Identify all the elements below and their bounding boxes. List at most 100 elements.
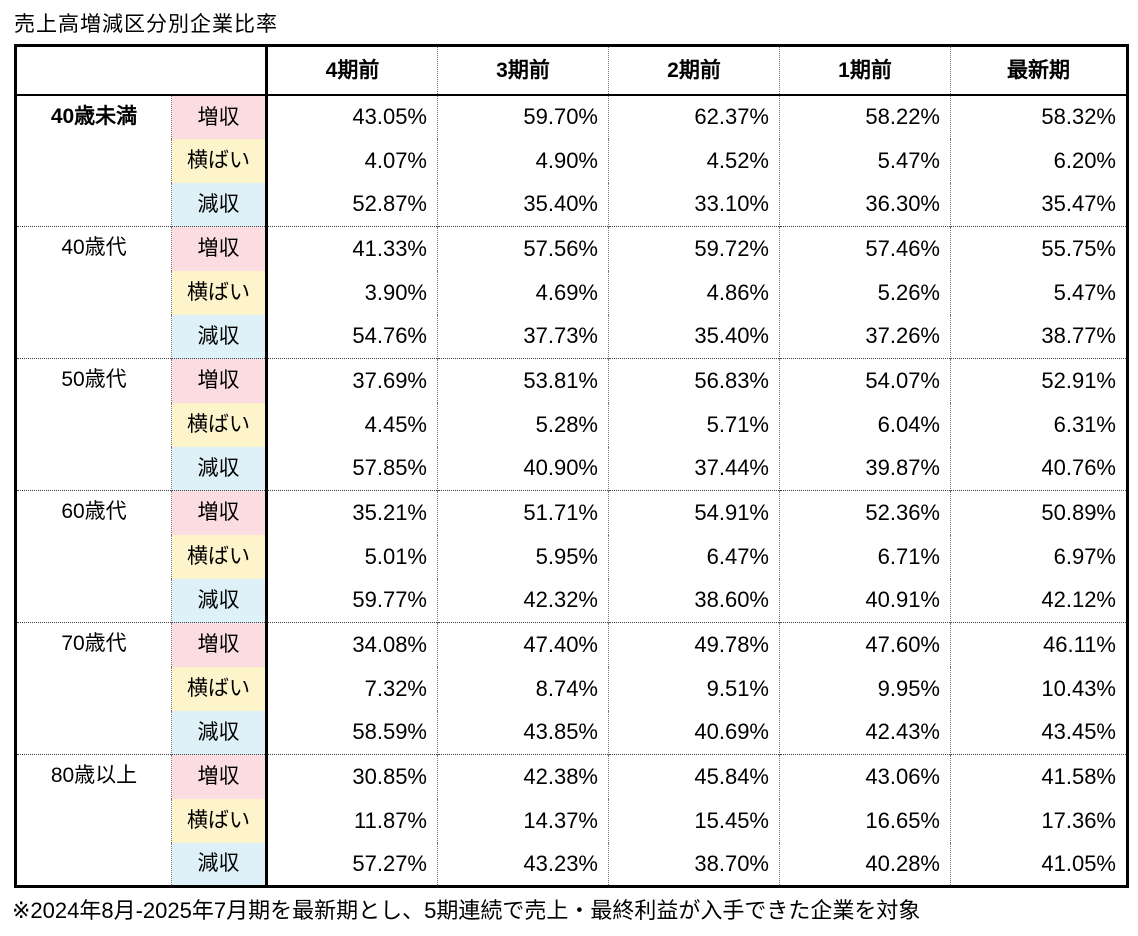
table-row: 70歳代 増収 34.08% 47.40% 49.78% 47.60% 46.11% (15, 622, 1128, 755)
category-label: 減収 (171, 314, 268, 359)
value-cell: 41.33% (266, 226, 438, 271)
value-cell: 42.43% (779, 710, 951, 755)
value-cell: 41.05% (950, 842, 1128, 887)
value-cell: 47.40% (437, 622, 609, 667)
value-cell: 4.69% (437, 270, 609, 315)
value-cell: 4.52% (608, 138, 780, 183)
value-cell: 54.76% (266, 314, 438, 359)
category-label: 減収 (171, 842, 268, 887)
category-label: 増収 (171, 754, 268, 799)
value-cell: 59.72% (608, 226, 780, 271)
table-row: 横ばい 3.90% 4.69% 4.86% 5.26% 5.47% (16, 270, 1128, 315)
value-cell: 37.44% (608, 446, 780, 491)
table-row: 50歳代 増収 37.69% 53.81% 56.83% 54.07% 52.91% (15, 358, 1128, 491)
value-cell: 5.47% (950, 270, 1128, 315)
column-header-2-periods-ago: 2期前 (608, 45, 780, 96)
value-cell: 62.37% (608, 94, 780, 139)
value-cell: 43.06% (779, 754, 951, 799)
column-header-3-periods-ago: 3期前 (437, 45, 609, 96)
value-cell: 4.90% (437, 138, 609, 183)
age-group-label: 60歳代 (15, 490, 172, 623)
value-cell: 16.65% (779, 798, 951, 843)
category-label: 横ばい (171, 666, 268, 711)
value-cell: 43.85% (437, 710, 609, 755)
footnote: ※2024年8月-2025年7月期を最新期とし、5期連続で売上・最終利益が入手で… (12, 898, 921, 923)
column-header-4-periods-ago: 4期前 (266, 45, 438, 96)
header-spacer-cell (15, 45, 268, 96)
value-cell: 56.83% (608, 358, 780, 403)
value-cell: 40.69% (608, 710, 780, 755)
table-row: 40歳未満 増収 43.05% 59.70% 62.37% 58.22% 58.32% (16, 94, 1128, 139)
value-cell: 40.28% (779, 842, 951, 887)
table-row: 横ばい 4.45% 5.28% 5.71% 6.04% 6.31% (16, 402, 1128, 447)
value-cell: 59.77% (266, 578, 438, 623)
value-cell: 8.74% (437, 666, 609, 711)
column-header-1-period-ago: 1期前 (779, 45, 951, 96)
value-cell: 58.32% (950, 94, 1128, 139)
value-cell: 40.90% (437, 446, 609, 491)
value-cell: 40.76% (950, 446, 1128, 491)
category-label: 横ばい (171, 270, 268, 315)
value-cell: 4.45% (266, 402, 438, 447)
value-cell: 43.45% (950, 710, 1128, 755)
value-cell: 5.95% (437, 534, 609, 579)
value-cell: 6.04% (779, 402, 951, 447)
table-row: 減収 54.76% 37.73% 35.40% 37.26% 38.77% (16, 314, 1128, 359)
value-cell: 6.31% (950, 402, 1128, 447)
category-label: 増収 (171, 358, 268, 403)
table-row: 40歳代 増収 41.33% 57.56% 59.72% 57.46% 55.75% (15, 226, 1128, 359)
value-cell: 47.60% (779, 622, 951, 667)
age-group-label: 40歳未満 (50, 104, 138, 128)
table-row: 横ばい 7.32% 8.74% 9.51% 9.95% 10.43% (16, 666, 1128, 711)
value-cell: 43.05% (266, 94, 438, 139)
value-cell: 15.45% (608, 798, 780, 843)
table-row: 減収 52.87% 35.40% 33.10% 36.30% 35.47% (16, 182, 1128, 227)
value-cell: 37.69% (266, 358, 438, 403)
table-row: 減収 59.77% 42.32% 38.60% 40.91% 42.12% (16, 578, 1128, 623)
value-cell: 58.59% (266, 710, 438, 755)
age-group-label: 70歳代 (15, 622, 172, 755)
value-cell: 42.38% (437, 754, 609, 799)
value-cell: 43.23% (437, 842, 609, 887)
category-label: 横ばい (171, 402, 268, 447)
category-label: 減収 (171, 710, 268, 755)
value-cell: 38.70% (608, 842, 780, 887)
table-row: 減収 57.27% 43.23% 38.70% 40.28% 41.05% (16, 842, 1128, 887)
table-header: 4期前 3期前 2期前 1期前 最新期 (15, 45, 1128, 96)
category-label: 減収 (171, 446, 268, 491)
value-cell: 57.27% (266, 842, 438, 887)
header-row: 4期前 3期前 2期前 1期前 最新期 (15, 45, 1128, 96)
value-cell: 4.86% (608, 270, 780, 315)
value-cell: 5.47% (779, 138, 951, 183)
category-label: 増収 (171, 226, 268, 271)
value-cell: 49.78% (608, 622, 780, 667)
value-cell: 38.77% (950, 314, 1128, 359)
value-cell: 30.85% (266, 754, 438, 799)
category-label: 減収 (171, 578, 268, 623)
value-cell: 52.91% (950, 358, 1128, 403)
page-title: 売上高増減区分別企業比率 (14, 13, 278, 36)
category-label: 減収 (171, 182, 268, 227)
column-header-latest-period: 最新期 (950, 45, 1128, 96)
value-cell: 17.36% (950, 798, 1128, 843)
category-label: 増収 (171, 622, 268, 667)
value-cell: 42.32% (437, 578, 609, 623)
value-cell: 57.46% (779, 226, 951, 271)
category-label: 増収 (171, 490, 268, 535)
table-row: 横ばい 5.01% 5.95% 6.47% 6.71% 6.97% (16, 534, 1128, 579)
value-cell: 7.32% (266, 666, 438, 711)
value-cell: 6.71% (779, 534, 951, 579)
table-row: 60歳代 増収 35.21% 51.71% 54.91% 52.36% 50.89% (15, 490, 1128, 623)
value-cell: 57.56% (437, 226, 609, 271)
category-label: 横ばい (171, 798, 268, 843)
value-cell: 35.40% (608, 314, 780, 359)
value-cell: 58.22% (779, 94, 951, 139)
value-cell: 9.51% (608, 666, 780, 711)
sales-change-table: 4期前 3期前 2期前 1期前 最新期 40歳未満 増収 43.05% 59.70% 6… (14, 44, 1129, 888)
age-group-label: 40歳代 (15, 226, 172, 359)
value-cell: 54.07% (779, 358, 951, 403)
value-cell: 54.91% (608, 490, 780, 535)
age-group-label: 80歳以上 (15, 754, 172, 887)
value-cell: 46.11% (950, 622, 1128, 667)
value-cell: 3.90% (266, 270, 438, 315)
